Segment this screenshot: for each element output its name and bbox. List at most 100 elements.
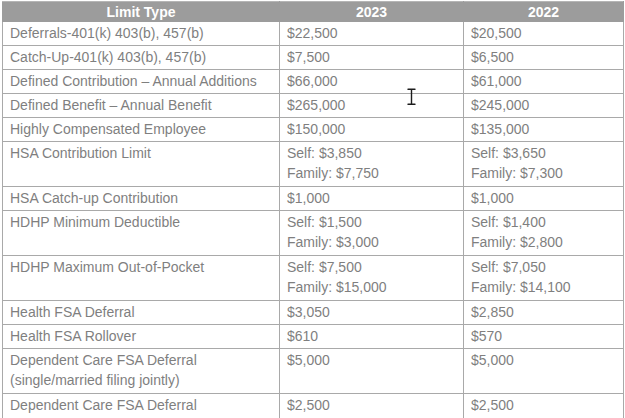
cell-text: Self: $1,500 [287,212,456,232]
cell-limit-type: Defined Contribution – Annual Additions [3,70,280,94]
cell-2022-value: Self: $3,650 Family: $7,300 [464,142,624,187]
column-header-2023: 2023 [280,2,464,22]
cell-2022-value: Self: $1,400 Family: $2,800 [464,211,624,256]
cell-text: $3,050 [287,302,456,322]
cell-limit-type: HDHP Minimum Deductible [3,211,280,256]
table-row: Highly Compensated Employee $150,000 $13… [3,118,624,142]
cell-limit-type: HSA Catch-up Contribution [3,187,280,211]
table-row: Defined Contribution – Annual Additions … [3,70,624,94]
cell-limit-type: HSA Contribution Limit [3,142,280,187]
cell-text: Dependent Care FSA Deferral [10,395,272,415]
cell-text: Self: $1,400 [471,212,616,232]
table-row: Health FSA Rollover $610 $570 [3,325,624,349]
cell-text: $2,500 [471,395,616,415]
cell-2022-value: $2,500 [464,394,624,418]
cell-text: Self: $3,850 [287,143,456,163]
cell-2022-value: $6,500 [464,46,624,70]
cell-text: $66,000 [287,71,456,91]
table-row: HDHP Maximum Out-of-Pocket Self: $7,500 … [3,256,624,301]
cell-2023-value: $22,500 [280,22,464,46]
cell-2023-value: $66,000 [280,70,464,94]
cell-text: $610 [287,326,456,346]
table-row: Dependent Care FSA Deferral (single/marr… [3,349,624,394]
cell-2022-value: $1,000 [464,187,624,211]
table-row: Catch-Up-401(k) 403(b), 457(b) $7,500 $6… [3,46,624,70]
cell-text: Defined Contribution – Annual Additions [10,71,272,91]
document-page: Limit Type 2023 2022 Deferrals-401(k) 40… [0,1,625,418]
cell-limit-type: Dependent Care FSA Deferral (married fil… [3,394,280,418]
cell-text: (single/married filing jointly) [10,370,272,390]
cell-limit-type: Defined Benefit – Annual Benefit [3,94,280,118]
cell-text: $1,000 [471,188,616,208]
cell-limit-type: Health FSA Deferral [3,301,280,325]
cell-2022-value: Self: $7,050 Family: $14,100 [464,256,624,301]
cell-text: $265,000 [287,95,456,115]
cell-2022-value: $20,500 [464,22,624,46]
cell-text: Health FSA Rollover [10,326,272,346]
cell-text: Self: $7,500 [287,257,456,277]
cell-limit-type: Dependent Care FSA Deferral (single/marr… [3,349,280,394]
table-row: HSA Contribution Limit Self: $3,850 Fami… [3,142,624,187]
cell-2022-value: $245,000 [464,94,624,118]
cell-2023-value: $2,500 [280,394,464,418]
cell-text: Family: $7,300 [471,163,616,183]
column-header-2022: 2022 [464,2,624,22]
cell-2023-value: Self: $7,500 Family: $15,000 [280,256,464,301]
cell-2023-value: $5,000 [280,349,464,394]
table-row: Defined Benefit – Annual Benefit $265,00… [3,94,624,118]
cell-text: Family: $14,100 [471,277,616,297]
header-row: Limit Type 2023 2022 [3,2,624,22]
cell-text: Self: $3,650 [471,143,616,163]
cell-text: $7,500 [287,47,456,67]
cell-text: HDHP Maximum Out-of-Pocket [10,257,272,277]
cell-limit-type: HDHP Maximum Out-of-Pocket [3,256,280,301]
cell-2022-value: $2,850 [464,301,624,325]
cell-text: $6,500 [471,47,616,67]
cell-limit-type: Catch-Up-401(k) 403(b), 457(b) [3,46,280,70]
cell-2023-value: $3,050 [280,301,464,325]
cell-2022-value: $570 [464,325,624,349]
cell-text: HSA Contribution Limit [10,143,272,163]
cell-text: HDHP Minimum Deductible [10,212,272,232]
cell-2023-value: Self: $3,850 Family: $7,750 [280,142,464,187]
cell-2023-value: $1,000 [280,187,464,211]
cell-text: $5,000 [287,350,456,370]
cell-limit-type: Deferrals-401(k) 403(b), 457(b) [3,22,280,46]
cell-text: Family: $2,800 [471,232,616,252]
cell-text: $2,500 [287,395,456,415]
cell-text: Defined Benefit – Annual Benefit [10,95,272,115]
cell-text: $570 [471,326,616,346]
cell-text: $245,000 [471,95,616,115]
cell-text: $61,000 [471,71,616,91]
cell-text: HSA Catch-up Contribution [10,188,272,208]
cell-text: Family: $7,750 [287,163,456,183]
cell-2023-value: $150,000 [280,118,464,142]
cell-text: Self: $7,050 [471,257,616,277]
cell-text: $2,850 [471,302,616,322]
column-header-limit-type: Limit Type [3,2,280,22]
table-row: Dependent Care FSA Deferral (married fil… [3,394,624,418]
table-row: Health FSA Deferral $3,050 $2,850 [3,301,624,325]
cell-limit-type: Health FSA Rollover [3,325,280,349]
cell-text: $20,500 [471,23,616,43]
cell-text: $135,000 [471,119,616,139]
cell-text: Deferrals-401(k) 403(b), 457(b) [10,23,272,43]
cell-text: $22,500 [287,23,456,43]
cell-2022-value: $5,000 [464,349,624,394]
table-row: HDHP Minimum Deductible Self: $1,500 Fam… [3,211,624,256]
cell-2023-value: $610 [280,325,464,349]
cell-2022-value: $135,000 [464,118,624,142]
table-row: Deferrals-401(k) 403(b), 457(b) $22,500 … [3,22,624,46]
benefit-limits-table: Limit Type 2023 2022 Deferrals-401(k) 40… [2,1,624,418]
cell-text: $150,000 [287,119,456,139]
cell-limit-type: Highly Compensated Employee [3,118,280,142]
cell-text: Family: $15,000 [287,277,456,297]
cell-text: $1,000 [287,188,456,208]
cell-text: Dependent Care FSA Deferral [10,350,272,370]
cell-2023-value: $265,000 [280,94,464,118]
cell-2022-value: $61,000 [464,70,624,94]
cell-text: Family: $3,000 [287,232,456,252]
cell-text: $5,000 [471,350,616,370]
cell-2023-value: Self: $1,500 Family: $3,000 [280,211,464,256]
cell-text: Catch-Up-401(k) 403(b), 457(b) [10,47,272,67]
